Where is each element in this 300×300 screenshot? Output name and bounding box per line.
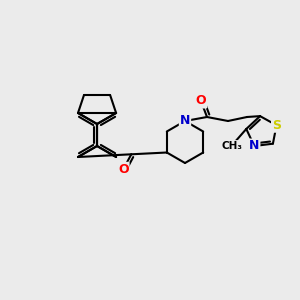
Text: CH₃: CH₃	[222, 141, 243, 151]
Text: N: N	[249, 140, 260, 152]
Text: O: O	[118, 163, 129, 176]
Text: S: S	[272, 119, 281, 132]
Text: N: N	[180, 115, 190, 128]
Text: O: O	[196, 94, 206, 107]
